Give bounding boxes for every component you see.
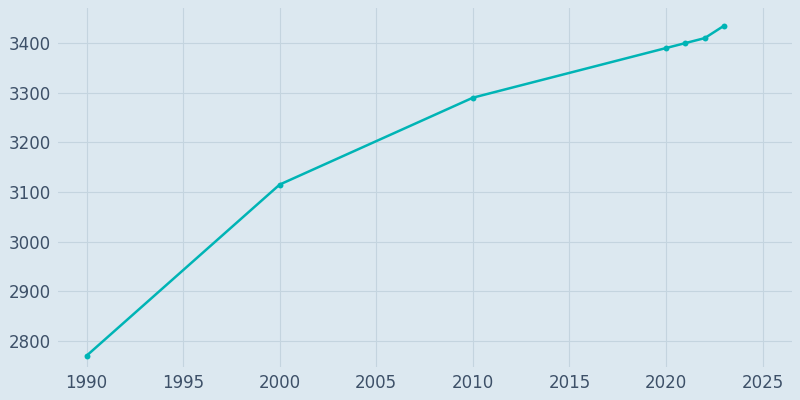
Point — [80, 353, 93, 359]
Point — [698, 35, 711, 41]
Point — [466, 94, 479, 101]
Point — [274, 181, 286, 188]
Point — [679, 40, 692, 46]
Point — [718, 22, 730, 29]
Point — [660, 45, 673, 51]
